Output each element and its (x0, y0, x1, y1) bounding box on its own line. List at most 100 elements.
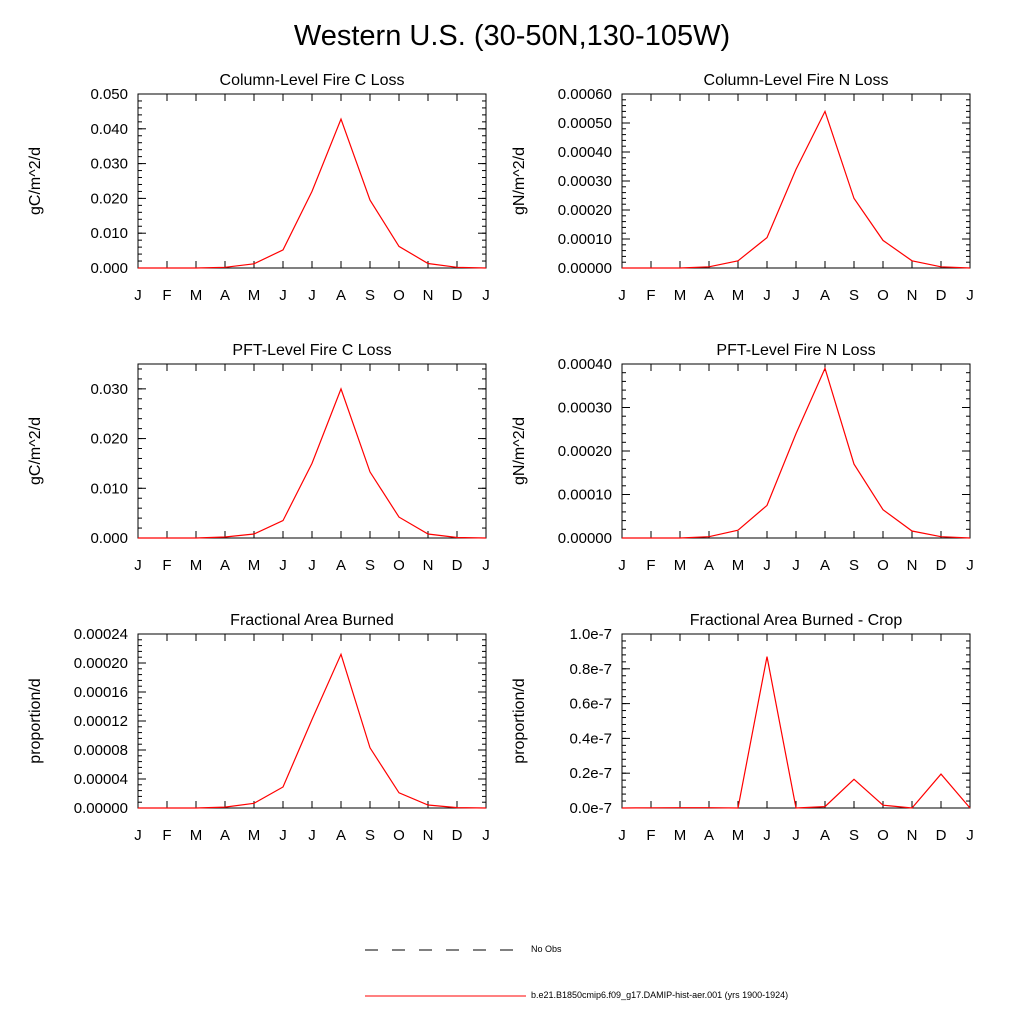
x-tick-label: A (704, 827, 714, 844)
x-tick-label: A (220, 557, 230, 574)
x-tick-label: N (423, 827, 434, 844)
x-tick-label: M (248, 557, 261, 574)
x-tick-label: A (336, 827, 346, 844)
y-tick-label: 0.00040 (558, 144, 612, 161)
x-tick-label: J (134, 827, 142, 844)
x-tick-label: M (190, 827, 203, 844)
x-tick-label: J (279, 827, 287, 844)
y-tick-label: 0.00010 (558, 231, 612, 248)
y-axis-label: gN/m^2/d (511, 147, 528, 215)
x-tick-label: M (190, 557, 203, 574)
y-tick-label: 0.00000 (558, 260, 612, 277)
y-tick-label: 0.00000 (74, 800, 128, 817)
x-tick-label: M (190, 287, 203, 304)
x-tick-label: M (674, 287, 687, 304)
chart-panel-4: J F M A M J J A S O N D J0.000000.000100.000200.0003… (511, 342, 974, 574)
x-tick-label: D (936, 827, 947, 844)
x-tick-label: J (482, 827, 490, 844)
x-tick-label: F (646, 827, 655, 844)
x-tick-label: O (393, 287, 405, 304)
y-tick-label: 0.000 (90, 530, 128, 547)
x-tick-label: N (907, 827, 918, 844)
x-tick-label: J (134, 557, 142, 574)
x-tick-label: A (820, 827, 830, 844)
x-tick-label: J (792, 827, 800, 844)
y-tick-label: 0.00020 (74, 655, 128, 672)
x-tick-label: J (763, 827, 771, 844)
y-tick-label: 0.00016 (74, 684, 128, 701)
x-tick-label: F (162, 827, 171, 844)
y-tick-label: 0.020 (90, 431, 128, 448)
y-axis-label: gC/m^2/d (27, 417, 44, 485)
y-tick-label: 0.010 (90, 225, 128, 242)
x-tick-label: A (336, 557, 346, 574)
plot-frame (137, 363, 487, 539)
y-tick-label: 0.00012 (74, 713, 128, 730)
panel-title: Column-Level Fire N Loss (704, 72, 889, 89)
series-line (622, 109, 971, 269)
y-axis-label: gN/m^2/d (511, 417, 528, 485)
x-tick-label: D (936, 557, 947, 574)
panel-title: Fractional Area Burned (230, 612, 394, 629)
chart-panel-5: J F M A M J J A S O N D J0.000000.000040.000080.0001… (27, 612, 490, 844)
x-tick-label: D (452, 827, 463, 844)
x-tick-label: F (162, 287, 171, 304)
plot-frame (621, 93, 971, 269)
x-tick-label: J (966, 827, 974, 844)
y-tick-label: 0.2e-7 (569, 765, 612, 782)
y-tick-label: 0.00000 (558, 530, 612, 547)
panel-title: Column-Level Fire C Loss (220, 72, 405, 89)
x-tick-label: M (732, 287, 745, 304)
x-tick-label: M (732, 557, 745, 574)
y-tick-label: 0.00030 (558, 400, 612, 417)
x-tick-label: M (674, 827, 687, 844)
x-tick-label: M (248, 827, 261, 844)
x-tick-label: M (248, 287, 261, 304)
x-tick-label: A (704, 557, 714, 574)
x-tick-label: A (336, 287, 346, 304)
y-tick-label: 0.020 (90, 190, 128, 207)
x-tick-label: S (849, 827, 859, 844)
x-tick-label: J (763, 557, 771, 574)
x-tick-label: J (279, 287, 287, 304)
x-tick-label: J (618, 557, 626, 574)
x-tick-label: J (308, 557, 316, 574)
y-tick-label: 0.00050 (558, 115, 612, 132)
y-tick-label: 0.00004 (74, 771, 128, 788)
y-tick-label: 0.00020 (558, 202, 612, 219)
x-tick-label: A (220, 287, 230, 304)
x-tick-label: O (393, 557, 405, 574)
x-tick-label: J (792, 287, 800, 304)
x-tick-label: S (849, 557, 859, 574)
series-line (138, 652, 487, 809)
y-axis-label: proportion/d (27, 678, 44, 763)
x-tick-label: D (936, 287, 947, 304)
y-tick-label: 1.0e-7 (569, 626, 612, 643)
series-line (138, 117, 487, 269)
plot-frame (137, 93, 487, 269)
page-title: Western U.S. (30-50N,130-105W) (293, 20, 731, 52)
x-tick-label: J (308, 827, 316, 844)
x-tick-label: O (877, 557, 889, 574)
y-tick-label: 0.030 (90, 156, 128, 173)
y-tick-label: 0.00030 (558, 173, 612, 190)
x-tick-label: J (134, 287, 142, 304)
panel-title: PFT-Level Fire N Loss (716, 342, 875, 359)
x-tick-label: N (423, 287, 434, 304)
series-line (621, 656, 971, 809)
x-tick-label: J (482, 287, 490, 304)
chart-panel-6: J F M A M J J A S O N D J0.0e-70.2e-70.4e-70.6e-70.8… (511, 612, 974, 844)
x-tick-label: M (674, 557, 687, 574)
y-tick-label: 0.00008 (74, 742, 128, 759)
x-tick-label: J (308, 287, 316, 304)
y-tick-label: 0.6e-7 (569, 696, 612, 713)
y-tick-label: 0.00060 (558, 86, 612, 103)
y-tick-label: 0.00024 (74, 626, 128, 643)
plot-frame (621, 363, 971, 539)
y-tick-label: 0.030 (90, 381, 128, 398)
x-tick-label: M (732, 827, 745, 844)
x-tick-label: J (279, 557, 287, 574)
x-tick-label: J (618, 827, 626, 844)
series-line (622, 366, 971, 539)
